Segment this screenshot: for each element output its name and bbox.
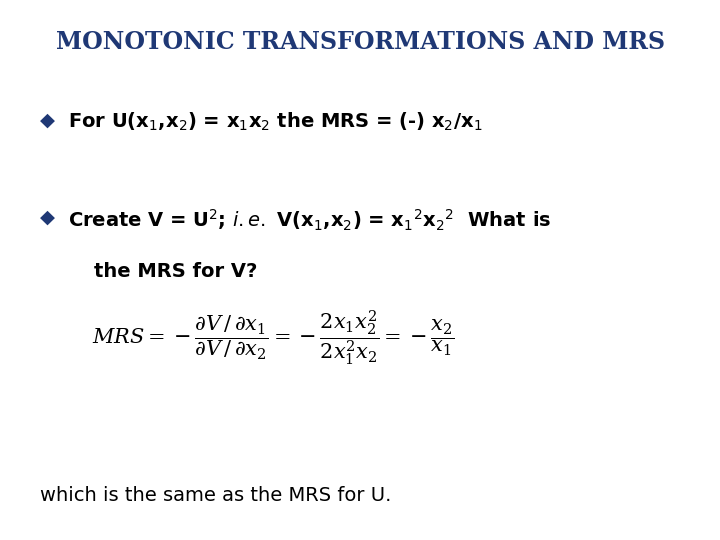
- Text: Create V = U$^2$; $\mathit{i.e.}$ V(x$_1$,x$_2$) = x$_1$$^2$x$_2$$^2$  What is: Create V = U$^2$; $\mathit{i.e.}$ V(x$_1…: [68, 208, 552, 233]
- Text: ◆: ◆: [40, 208, 55, 227]
- Text: which is the same as the MRS for U.: which is the same as the MRS for U.: [40, 486, 391, 505]
- Text: MONOTONIC TRANSFORMATIONS AND MRS: MONOTONIC TRANSFORMATIONS AND MRS: [55, 30, 665, 53]
- Text: For U(x$_1$,x$_2$) = x$_1$x$_2$ the MRS = (-) x$_2$/x$_1$: For U(x$_1$,x$_2$) = x$_1$x$_2$ the MRS …: [68, 111, 483, 133]
- Text: $\mathit{MRS} = -\dfrac{\partial V\,/\,\partial x_1}{\partial V\,/\,\partial x_2: $\mathit{MRS} = -\dfrac{\partial V\,/\,\…: [92, 308, 455, 367]
- Text: ◆: ◆: [40, 111, 55, 130]
- Text: the MRS for V?: the MRS for V?: [94, 262, 257, 281]
